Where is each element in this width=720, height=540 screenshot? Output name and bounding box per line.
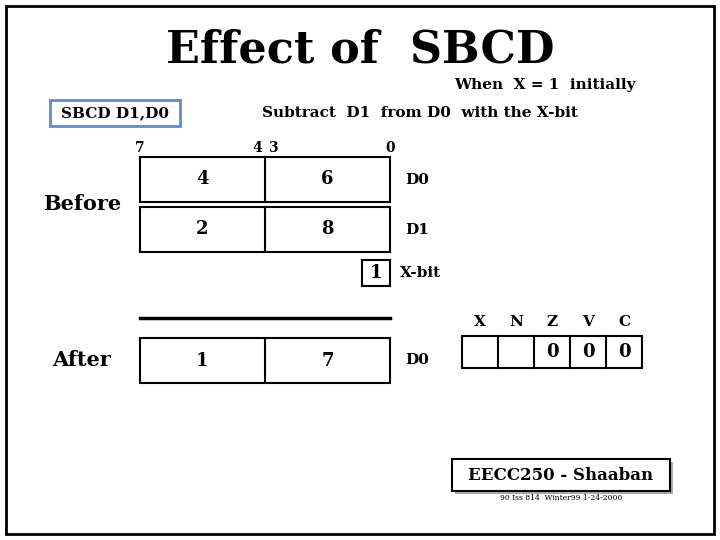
Text: 1: 1 xyxy=(197,352,209,369)
Text: 1: 1 xyxy=(370,264,382,282)
Text: 0: 0 xyxy=(546,343,558,361)
Text: D0: D0 xyxy=(405,172,429,186)
Text: 7: 7 xyxy=(135,141,145,155)
Text: SBCD D1,D0: SBCD D1,D0 xyxy=(61,106,169,120)
Bar xyxy=(140,338,390,383)
Bar xyxy=(362,260,390,286)
Text: 0: 0 xyxy=(582,343,594,361)
Text: X: X xyxy=(474,315,486,329)
Bar xyxy=(455,462,673,494)
Text: 90 Iss 814  Winter99 1-24-2000: 90 Iss 814 Winter99 1-24-2000 xyxy=(500,494,622,502)
Text: 3: 3 xyxy=(268,141,278,155)
Bar xyxy=(452,459,670,491)
Text: When  X = 1  initially: When X = 1 initially xyxy=(454,78,636,92)
Text: C: C xyxy=(618,315,630,329)
Text: D1: D1 xyxy=(405,222,429,237)
Text: 4: 4 xyxy=(252,141,262,155)
Text: V: V xyxy=(582,315,594,329)
Bar xyxy=(50,100,180,126)
Text: 0: 0 xyxy=(618,343,630,361)
Bar xyxy=(462,336,642,368)
Text: 6: 6 xyxy=(321,171,334,188)
Text: X-bit: X-bit xyxy=(400,266,441,280)
Bar xyxy=(140,157,390,202)
Text: 8: 8 xyxy=(321,220,334,239)
Bar xyxy=(140,207,390,252)
Text: After: After xyxy=(53,350,112,370)
Text: 2: 2 xyxy=(197,220,209,239)
Text: Subtract  D1  from D0  with the X-bit: Subtract D1 from D0 with the X-bit xyxy=(262,106,578,120)
Text: D0: D0 xyxy=(405,354,429,368)
Text: Before: Before xyxy=(43,194,121,214)
Text: 0: 0 xyxy=(385,141,395,155)
Text: 4: 4 xyxy=(197,171,209,188)
Text: Z: Z xyxy=(546,315,557,329)
Text: 7: 7 xyxy=(321,352,334,369)
Text: EECC250 - Shaaban: EECC250 - Shaaban xyxy=(469,467,654,483)
Text: N: N xyxy=(509,315,523,329)
Text: Effect of  SBCD: Effect of SBCD xyxy=(166,29,554,71)
